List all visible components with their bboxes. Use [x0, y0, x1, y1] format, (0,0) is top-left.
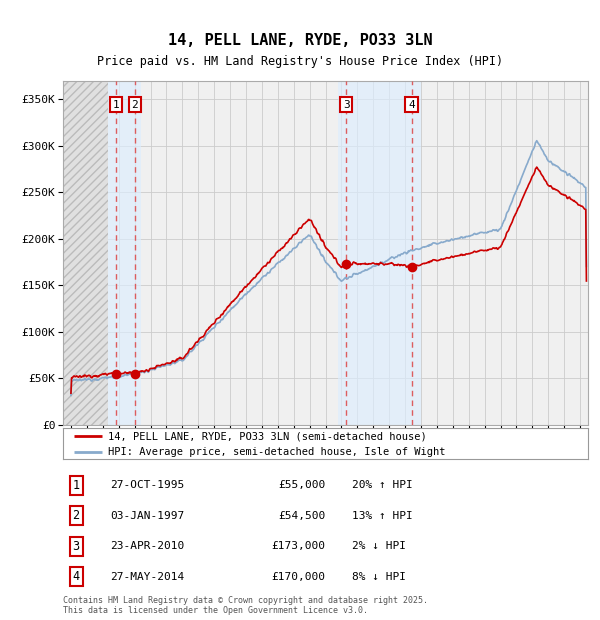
Bar	[63, 81, 107, 425]
Text: 1: 1	[112, 100, 119, 110]
Text: 23-APR-2010: 23-APR-2010	[110, 541, 185, 551]
Bar	[107, 81, 141, 425]
Text: £54,500: £54,500	[278, 511, 325, 521]
Text: 20% ↑ HPI: 20% ↑ HPI	[352, 480, 413, 490]
Text: 13% ↑ HPI: 13% ↑ HPI	[352, 511, 413, 521]
Text: 14, PELL LANE, RYDE, PO33 3LN: 14, PELL LANE, RYDE, PO33 3LN	[167, 33, 433, 48]
Bar	[338, 81, 421, 425]
Text: 4: 4	[73, 570, 80, 583]
Text: 27-OCT-1995: 27-OCT-1995	[110, 480, 185, 490]
Text: 4: 4	[408, 100, 415, 110]
Text: 2: 2	[73, 510, 80, 522]
Text: 2: 2	[131, 100, 138, 110]
Text: 03-JAN-1997: 03-JAN-1997	[110, 511, 185, 521]
Text: HPI: Average price, semi-detached house, Isle of Wight: HPI: Average price, semi-detached house,…	[107, 447, 445, 457]
Text: £170,000: £170,000	[271, 572, 325, 582]
Text: £173,000: £173,000	[271, 541, 325, 551]
Text: 2% ↓ HPI: 2% ↓ HPI	[352, 541, 406, 551]
Text: 8% ↓ HPI: 8% ↓ HPI	[352, 572, 406, 582]
Text: 14, PELL LANE, RYDE, PO33 3LN (semi-detached house): 14, PELL LANE, RYDE, PO33 3LN (semi-deta…	[107, 431, 427, 441]
Text: 27-MAY-2014: 27-MAY-2014	[110, 572, 185, 582]
Text: 1: 1	[73, 479, 80, 492]
Text: 3: 3	[343, 100, 350, 110]
Text: 3: 3	[73, 540, 80, 553]
Text: Price paid vs. HM Land Registry's House Price Index (HPI): Price paid vs. HM Land Registry's House …	[97, 56, 503, 68]
Text: Contains HM Land Registry data © Crown copyright and database right 2025.
This d: Contains HM Land Registry data © Crown c…	[63, 596, 428, 615]
Text: £55,000: £55,000	[278, 480, 325, 490]
